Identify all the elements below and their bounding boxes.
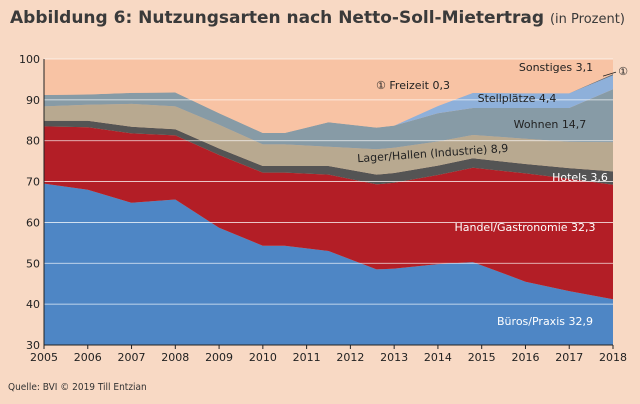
- area-b-ros-praxis: [44, 183, 613, 345]
- x-tick-label: 2008: [161, 351, 189, 364]
- x-tick-label: 2006: [74, 351, 102, 364]
- series-label-wohnen: Wohnen 14,7: [514, 118, 587, 131]
- y-tick-label: 40: [26, 298, 40, 311]
- x-tick-label: 2018: [599, 351, 627, 364]
- x-tick-label: 2015: [468, 351, 496, 364]
- area-stellpl-tze: [44, 75, 613, 133]
- y-tick-label: 100: [19, 53, 40, 66]
- source-note: Quelle: BVI © 2019 Till Entzian: [8, 382, 147, 393]
- y-tick-label: 80: [26, 135, 40, 148]
- series-label-hotels: Hotels 3,6: [552, 171, 608, 184]
- y-tick-label: 60: [26, 216, 40, 229]
- x-tick-label: 2010: [249, 351, 277, 364]
- y-tick-label: 90: [26, 94, 40, 107]
- x-tick-label: 2016: [511, 351, 539, 364]
- series-label-stellpl-tze: Stellplätze 4,4: [478, 92, 557, 105]
- y-tick-label: 50: [26, 257, 40, 270]
- chart-title-sub: (in Prozent): [549, 12, 625, 27]
- annotation-marker: ①: [618, 65, 628, 78]
- y-tick-label: 70: [26, 176, 40, 189]
- area-wohnen: [44, 89, 613, 150]
- annotation-leader: [602, 71, 617, 77]
- x-tick-label: 2014: [424, 351, 452, 364]
- x-tick-label: 2013: [380, 351, 408, 364]
- x-tick-label: 2005: [30, 351, 58, 364]
- x-tick-label: 2007: [118, 351, 146, 364]
- series-label-freizeit: ① Freizeit 0,3: [376, 79, 450, 92]
- x-tick-label: 2017: [555, 351, 583, 364]
- x-tick-label: 2012: [336, 351, 364, 364]
- chart-title-main: Abbildung 6: Nutzungsarten nach Netto-So…: [10, 8, 545, 28]
- area-sonstiges: [44, 59, 613, 133]
- x-tick-label: 2011: [293, 351, 321, 364]
- series-label-handel-gastronomie: Handel/Gastronomie 32,3: [454, 221, 595, 234]
- series-label-b-ros-praxis: Büros/Praxis 32,9: [497, 315, 593, 328]
- area-hotels: [44, 120, 613, 185]
- series-label-sonstiges: Sonstiges 3,1: [519, 61, 593, 74]
- y-tick-label: 30: [26, 339, 40, 352]
- chart-title: Abbildung 6: Nutzungsarten nach Netto-So…: [10, 8, 625, 28]
- area-lager-hallen-industrie-: [44, 103, 613, 175]
- x-tick-label: 2009: [205, 351, 233, 364]
- area-handel-gastronomie: [44, 126, 613, 300]
